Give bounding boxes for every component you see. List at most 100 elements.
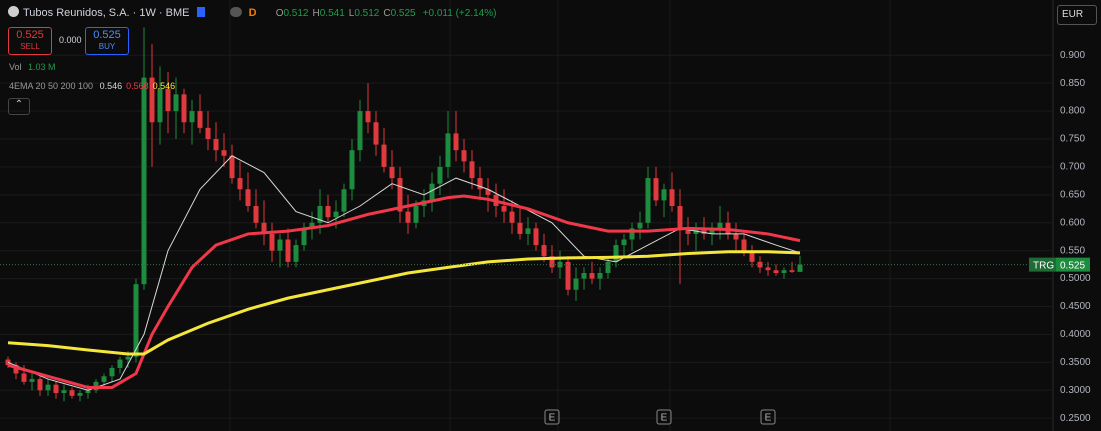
sell-button[interactable]: 0.525 SELL: [8, 27, 52, 55]
vol-label: Vol: [9, 62, 22, 72]
ohlc-value: 0.512: [283, 8, 309, 19]
candle-body: [133, 284, 139, 357]
candle-body: [173, 94, 179, 112]
ohlc-key: L: [348, 8, 355, 19]
candle-body: [661, 189, 667, 201]
candle-body: [797, 264, 803, 272]
candle-body: [285, 239, 291, 262]
ohlc-key: H: [312, 8, 320, 19]
y-tick-label: 0.550: [1060, 245, 1085, 256]
candle-body: [605, 261, 611, 274]
symbol[interactable]: Tubos Reunidos, S.A. · 1W · BME: [23, 7, 190, 19]
indicator-row: 4EMA 20 50 200 100 0.546 0.568 0.546: [9, 81, 175, 91]
candle-body: [229, 155, 235, 179]
y-tick-label: 0.750: [1060, 134, 1085, 145]
candle-body: [477, 178, 483, 190]
candle-body: [277, 239, 283, 251]
candle-body: [157, 88, 163, 123]
candle-body: [53, 384, 59, 394]
candle-body: [109, 367, 115, 377]
y-tick-label: 0.600: [1060, 217, 1085, 228]
symbol-row: Tubos Reunidos, S.A. · 1W · BME D O0.512…: [8, 6, 496, 19]
sell-label: SELL: [20, 42, 40, 51]
candle-body: [445, 133, 451, 167]
candle-body: [501, 206, 507, 212]
y-tick-label: 0.650: [1060, 189, 1085, 200]
volume-row: Vol 1.03 M: [9, 62, 56, 72]
y-tick-label: 0.850: [1060, 78, 1085, 89]
eye[interactable]: [229, 7, 242, 17]
currency-button[interactable]: EUR: [1057, 5, 1097, 25]
candle-body: [741, 239, 747, 251]
candle-body: [293, 245, 299, 262]
event-label: E: [549, 413, 556, 424]
event-label: E: [765, 413, 772, 424]
indicator-values: 0.546 0.568 0.546: [96, 81, 176, 91]
y-tick-label: 0.3500: [1060, 357, 1091, 368]
event-box: [544, 409, 560, 425]
candle-body: [677, 206, 683, 229]
ohlc-values: O0.512 H0.541 L0.512 C0.525: [276, 8, 420, 19]
candle-body: [261, 222, 267, 234]
collapse-button[interactable]: ⌃: [8, 98, 30, 115]
ema-line: [7, 194, 801, 389]
last-price: 0.525: [1060, 260, 1085, 271]
candle-body: [413, 206, 419, 223]
candle-body: [85, 390, 91, 394]
candle-body: [221, 150, 227, 156]
candle-body: [645, 178, 651, 223]
candle-body: [341, 189, 347, 212]
candle-body: [565, 261, 571, 290]
candle-body: [317, 206, 323, 223]
candle-body: [709, 228, 715, 234]
buy-button[interactable]: 0.525 BUY: [85, 27, 129, 55]
y-tick-label: 0.800: [1060, 106, 1085, 117]
candle-body: [789, 270, 795, 272]
candle-body: [629, 228, 635, 240]
candle-body: [357, 111, 363, 151]
candle-body: [37, 379, 43, 391]
candle-body: [573, 278, 579, 290]
candle-body: [485, 189, 491, 195]
candle-body: [349, 150, 355, 190]
candle-body: [781, 270, 787, 274]
badge: D: [248, 7, 257, 19]
candle-body: [45, 384, 51, 391]
candle-body: [125, 356, 131, 360]
logo: [8, 6, 19, 17]
ohlc-value: 0.512: [354, 8, 380, 19]
candle-body: [621, 239, 627, 246]
candle-body: [13, 365, 19, 374]
flag: [196, 7, 205, 17]
candle-body: [77, 393, 83, 396]
candle-body: [253, 206, 259, 223]
ohlc-value: 0.541: [319, 8, 345, 19]
candle-body: [61, 390, 67, 394]
candle-body: [117, 359, 123, 368]
candle-body: [269, 233, 275, 251]
candle-body: [69, 390, 75, 396]
ema-line: [7, 250, 801, 356]
event-label: E: [661, 413, 668, 424]
candle-body: [389, 166, 395, 179]
candle-body: [333, 211, 339, 218]
candle-body: [405, 211, 411, 223]
event-box: [760, 409, 776, 425]
candle-body: [245, 189, 251, 207]
y-tick-label: 0.2500: [1060, 413, 1091, 424]
y-tick-label: 0.4500: [1060, 301, 1091, 312]
y-tick-label: 0.5000: [1060, 273, 1091, 284]
y-tick-label: 0.4000: [1060, 329, 1091, 340]
candle-body: [309, 222, 315, 229]
candle-body: [637, 222, 643, 229]
candle-body: [549, 256, 555, 268]
indicator-label[interactable]: 4EMA 20 50 200 100: [9, 81, 94, 91]
spread: 0.000: [59, 35, 82, 45]
candle-body: [557, 261, 563, 268]
candle-body: [733, 233, 739, 240]
candle-body: [301, 228, 307, 246]
candle-body: [189, 111, 195, 123]
candle-body: [613, 245, 619, 262]
y-tick-label: 0.700: [1060, 162, 1085, 173]
candle-body: [653, 178, 659, 201]
